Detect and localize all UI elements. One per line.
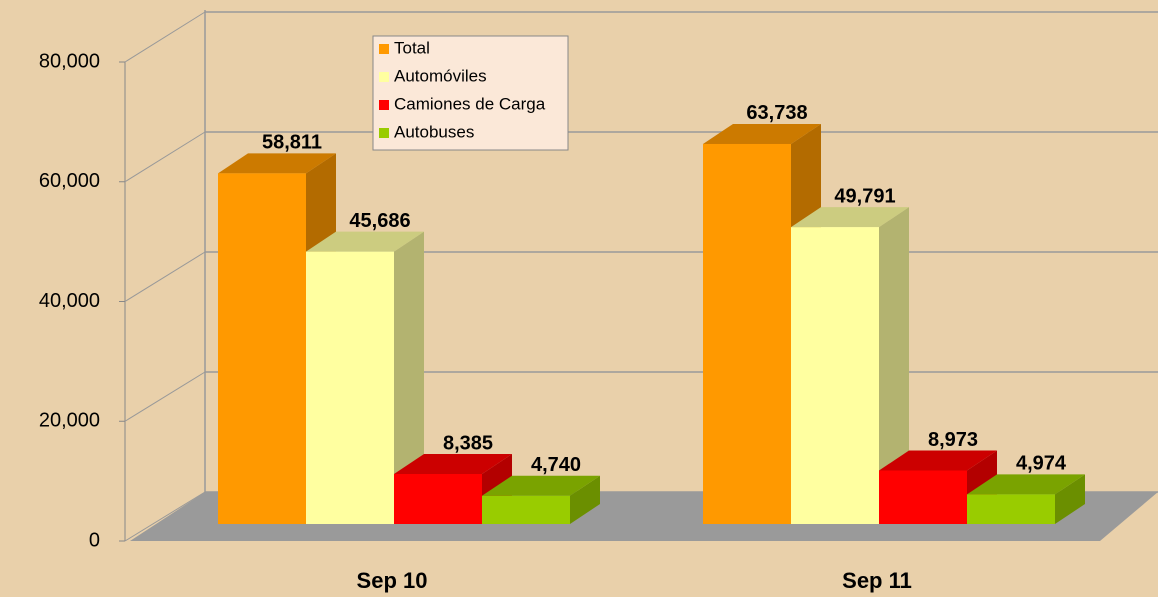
bar-top — [218, 153, 336, 174]
grid-diagonal — [124, 491, 206, 542]
legend-label: Total — [394, 38, 430, 57]
legend-swatch — [379, 128, 389, 138]
y-tick-label: 80,000 — [39, 50, 100, 72]
data-label: 4,974 — [1016, 453, 1067, 475]
legend — [372, 35, 569, 151]
data-label: 58,811 — [262, 132, 322, 154]
legend-swatch — [379, 44, 389, 54]
bar — [218, 173, 306, 524]
y-tick-label: 60,000 — [39, 170, 100, 192]
bar — [394, 474, 482, 524]
x-tick-label: Sep 11 — [842, 568, 912, 593]
bar — [703, 143, 791, 525]
data-label: 8,385 — [443, 432, 493, 454]
bar-top — [791, 207, 909, 228]
legend-label: Camiones de Carga — [394, 94, 546, 113]
data-label: 8,973 — [928, 429, 978, 451]
legend-swatch — [379, 72, 389, 82]
y-tick-label: 0 — [89, 529, 100, 551]
data-label: 4,740 — [531, 454, 581, 476]
bar-top — [482, 475, 600, 496]
bar-top — [306, 231, 424, 252]
grid-diagonal — [124, 11, 206, 63]
y-tick-label: 20,000 — [39, 410, 100, 432]
bar-top — [703, 123, 821, 144]
bar — [791, 227, 879, 525]
legend-label: Automóviles — [394, 66, 487, 85]
data-label: 45,686 — [349, 210, 410, 232]
bar — [967, 494, 1055, 524]
legend-swatch — [379, 100, 389, 110]
grid-diagonal — [124, 131, 206, 183]
grid-diagonal — [124, 371, 206, 422]
bar-side — [394, 231, 424, 524]
legend-label: Autobuses — [394, 122, 474, 141]
bar-top — [967, 474, 1085, 495]
bar-top — [394, 454, 512, 475]
bar-top — [879, 450, 997, 471]
data-label: 49,791 — [834, 185, 895, 207]
y-tick-label: 40,000 — [39, 290, 100, 312]
bar — [879, 470, 967, 524]
grid-diagonal — [124, 251, 206, 302]
bar-side — [879, 207, 909, 525]
x-tick-label: Sep 10 — [357, 568, 428, 593]
bar — [306, 251, 394, 524]
data-label: 63,738 — [746, 102, 807, 124]
bar-side — [570, 475, 600, 524]
bar-side — [1055, 474, 1085, 524]
bar — [482, 495, 570, 524]
